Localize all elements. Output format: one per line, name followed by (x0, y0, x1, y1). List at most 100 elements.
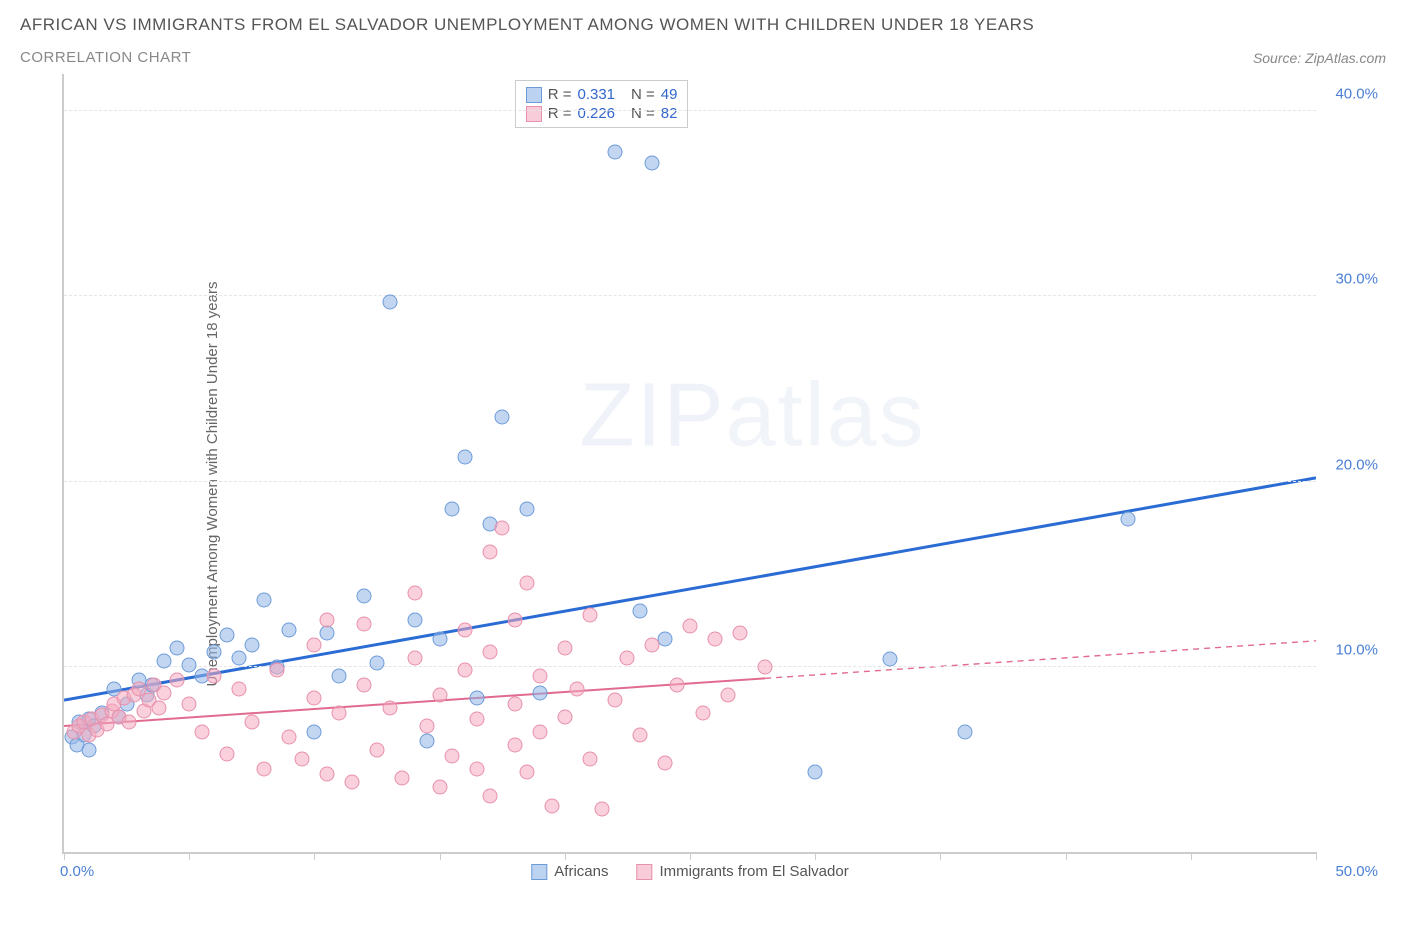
data-point (194, 724, 209, 739)
y-tick-label: 40.0% (1335, 86, 1378, 103)
data-point (157, 685, 172, 700)
data-point (82, 743, 97, 758)
data-point (520, 576, 535, 591)
data-point (520, 765, 535, 780)
data-point (152, 700, 167, 715)
data-point (382, 294, 397, 309)
data-point (570, 682, 585, 697)
data-point (182, 696, 197, 711)
data-point (420, 733, 435, 748)
data-point (219, 628, 234, 643)
x-tick (440, 852, 441, 860)
data-point (122, 715, 137, 730)
data-point (307, 637, 322, 652)
y-tick-label: 10.0% (1335, 641, 1378, 658)
data-point (407, 585, 422, 600)
x-tick (1316, 852, 1317, 860)
r-label: R = (548, 105, 572, 122)
data-point (532, 669, 547, 684)
data-point (620, 650, 635, 665)
data-point (470, 711, 485, 726)
legend-label-africans: Africans (554, 863, 608, 880)
data-point (244, 637, 259, 652)
data-point (207, 644, 222, 659)
legend-item-africans: Africans (531, 863, 608, 880)
data-point (395, 770, 410, 785)
y-tick-label: 20.0% (1335, 456, 1378, 473)
n-value-elsalvador: 82 (661, 105, 678, 122)
data-point (507, 696, 522, 711)
data-point (407, 650, 422, 665)
gridline (64, 295, 1316, 296)
data-point (457, 622, 472, 637)
data-point (495, 520, 510, 535)
legend-item-elsalvador: Immigrants from El Salvador (636, 863, 848, 880)
data-point (307, 691, 322, 706)
data-point (282, 730, 297, 745)
stats-legend: R = 0.331 N = 49 R = 0.226 N = 82 (515, 80, 689, 128)
data-point (457, 450, 472, 465)
data-point (432, 687, 447, 702)
data-point (169, 672, 184, 687)
data-point (883, 652, 898, 667)
chart-title: AFRICAN VS IMMIGRANTS FROM EL SALVADOR U… (20, 15, 1386, 35)
x-tick (940, 852, 941, 860)
legend-label-elsalvador: Immigrants from El Salvador (659, 863, 848, 880)
data-point (683, 619, 698, 634)
legend-swatch-blue (531, 864, 547, 880)
data-point (445, 502, 460, 517)
x-tick (189, 852, 190, 860)
data-point (169, 641, 184, 656)
data-point (507, 737, 522, 752)
stats-row-africans: R = 0.331 N = 49 (526, 85, 678, 104)
data-point (482, 789, 497, 804)
watermark: ZIPatlas (580, 365, 926, 468)
data-point (733, 626, 748, 641)
r-value-elsalvador: 0.226 (577, 105, 615, 122)
data-point (758, 659, 773, 674)
data-point (182, 657, 197, 672)
r-label: R = (548, 86, 572, 103)
data-point (357, 589, 372, 604)
data-point (257, 761, 272, 776)
data-point (207, 669, 222, 684)
x-tick (690, 852, 691, 860)
data-point (432, 780, 447, 795)
data-point (432, 631, 447, 646)
data-point (645, 637, 660, 652)
data-point (319, 613, 334, 628)
data-point (557, 641, 572, 656)
x-tick-label-min: 0.0% (60, 863, 94, 880)
swatch-blue (526, 87, 542, 103)
data-point (1121, 511, 1136, 526)
data-point (607, 144, 622, 159)
data-point (545, 798, 560, 813)
data-point (520, 502, 535, 517)
data-point (269, 663, 284, 678)
x-tick (314, 852, 315, 860)
x-tick (1191, 852, 1192, 860)
stats-row-elsalvador: R = 0.226 N = 82 (526, 104, 678, 123)
data-point (232, 682, 247, 697)
x-tick (64, 852, 65, 860)
data-point (482, 644, 497, 659)
trend-lines (64, 74, 1316, 852)
gridline (64, 666, 1316, 667)
data-point (720, 687, 735, 702)
data-point (157, 654, 172, 669)
data-point (445, 748, 460, 763)
data-point (708, 631, 723, 646)
n-value-africans: 49 (661, 86, 678, 103)
data-point (244, 715, 259, 730)
series-legend: Africans Immigrants from El Salvador (531, 863, 848, 880)
data-point (632, 604, 647, 619)
data-point (532, 724, 547, 739)
swatch-pink (526, 106, 542, 122)
data-point (382, 700, 397, 715)
data-point (645, 155, 660, 170)
data-point (307, 724, 322, 739)
data-point (808, 765, 823, 780)
data-point (420, 719, 435, 734)
gridline (64, 481, 1316, 482)
data-point (695, 706, 710, 721)
